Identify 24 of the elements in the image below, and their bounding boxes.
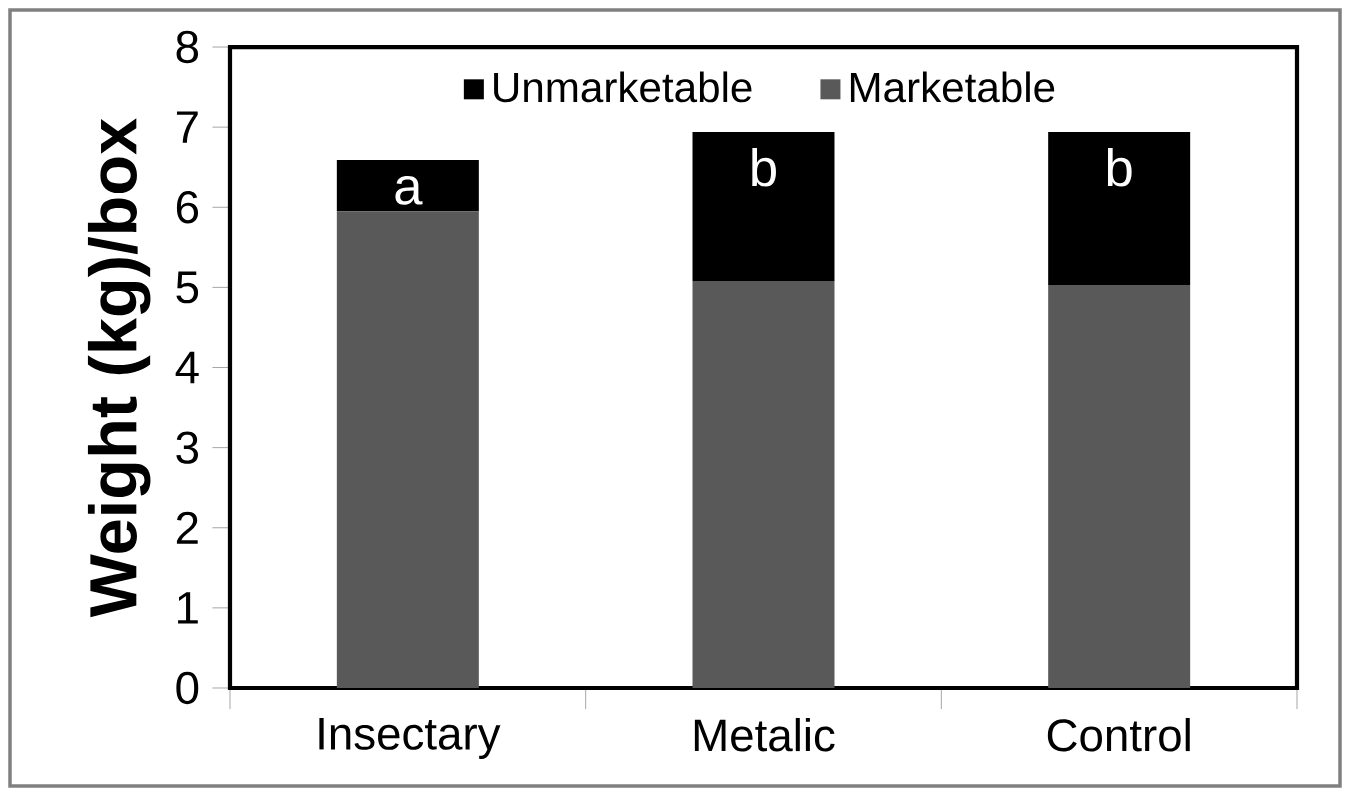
y-tick-label: 2 <box>176 511 198 544</box>
y-axis-title: Weight (kg)/box <box>87 118 151 618</box>
bar <box>336 160 479 212</box>
bar <box>1048 131 1191 285</box>
bar <box>1048 284 1191 688</box>
annotation: b <box>752 147 776 187</box>
y-tick-label: 3 <box>176 431 199 464</box>
y-tick-label: 4 <box>175 351 199 384</box>
x-tick-label: Metalic <box>694 717 835 752</box>
y-tick-label: 7 <box>176 111 198 143</box>
y-tick-label: 1 <box>178 592 198 624</box>
y-tick-label: 5 <box>176 271 199 304</box>
annotation: b <box>1107 147 1132 187</box>
annotation: a <box>395 175 423 205</box>
legend-label: Unmarketable <box>494 71 752 103</box>
bar <box>692 131 835 281</box>
y-tick-label: 0 <box>176 671 199 705</box>
y-tick-label: 8 <box>176 30 199 64</box>
x-tick-label: Insectary <box>319 718 501 759</box>
bar <box>692 280 835 688</box>
bar <box>336 211 479 688</box>
legend-label: Marketable <box>850 71 1055 103</box>
y-tick-label: 6 <box>176 191 199 224</box>
x-tick-label: Control <box>1047 717 1190 752</box>
